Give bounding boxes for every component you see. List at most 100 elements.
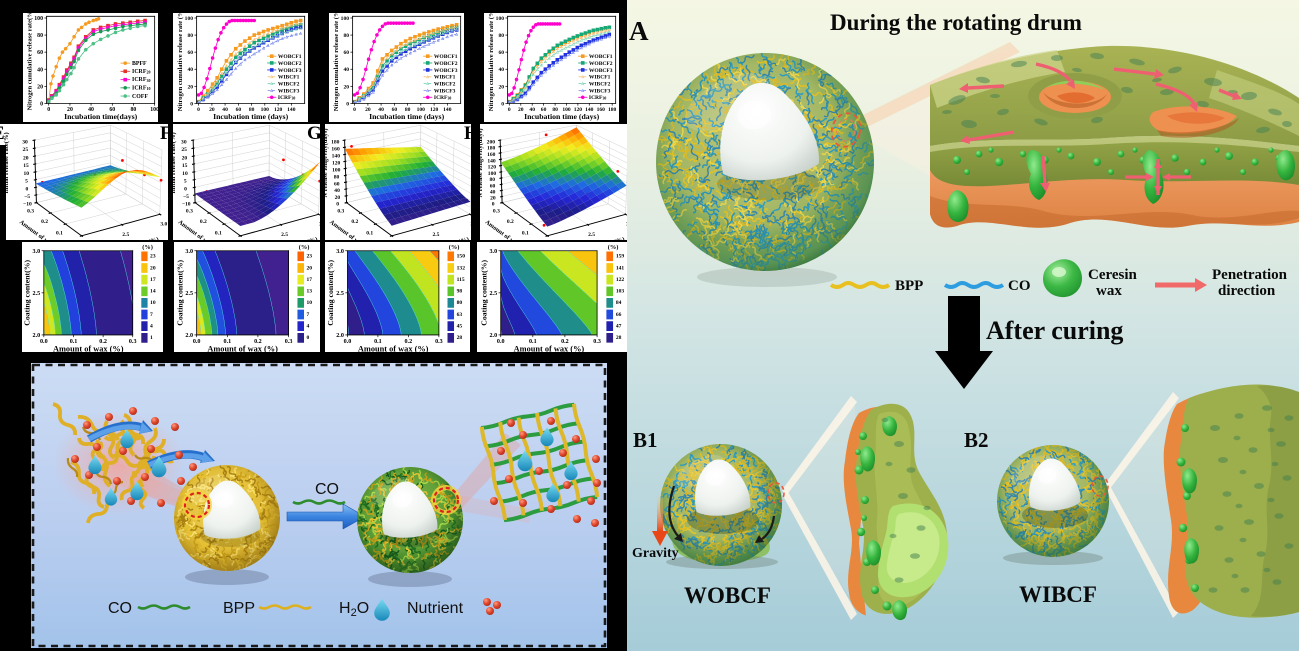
svg-text:0: 0 [353, 107, 356, 113]
svg-text:20: 20 [307, 265, 313, 271]
svg-text:wax: wax [1096, 283, 1122, 299]
svg-text:140: 140 [443, 107, 452, 113]
svg-text:60: 60 [109, 107, 115, 113]
svg-text:0.0: 0.0 [193, 339, 201, 345]
svg-text:−5: −5 [24, 194, 30, 200]
svg-text:ICRF10: ICRF10 [132, 86, 151, 92]
svg-text:40: 40 [334, 188, 340, 194]
svg-text:28: 28 [616, 335, 622, 341]
svg-text:BPP: BPP [895, 278, 923, 294]
svg-text:20: 20 [365, 107, 371, 113]
svg-text:100: 100 [332, 168, 341, 174]
svg-text:2.5: 2.5 [281, 232, 288, 238]
svg-text:122: 122 [616, 277, 625, 283]
svg-text:2.5: 2.5 [336, 291, 344, 297]
svg-text:0.1: 0.1 [366, 230, 373, 236]
svg-text:H2O: H2O [339, 600, 369, 619]
svg-text:10: 10 [150, 300, 156, 306]
svg-text:20: 20 [209, 107, 215, 113]
svg-text:COFF: COFF [132, 94, 148, 100]
svg-text:120: 120 [332, 160, 341, 166]
svg-text:WIBCF: WIBCF [1019, 582, 1097, 607]
svg-text:Ceresin: Ceresin [1088, 267, 1138, 283]
svg-text:0: 0 [501, 101, 504, 107]
svg-text:WOBCF: WOBCF [684, 583, 771, 608]
svg-text:10: 10 [307, 300, 313, 306]
svg-text:3.0: 3.0 [336, 249, 344, 255]
svg-text:120: 120 [274, 107, 283, 113]
svg-text:WIBCF3: WIBCF3 [589, 88, 611, 94]
svg-text:140: 140 [332, 153, 341, 159]
svg-text:98: 98 [457, 289, 463, 295]
svg-text:60: 60 [343, 50, 349, 56]
svg-text:0.3: 0.3 [337, 208, 344, 214]
svg-text:20: 20 [182, 155, 188, 161]
svg-text:20: 20 [23, 155, 29, 161]
svg-text:Nitrogen cumulative release ra: Nitrogen cumulative release rate (%) [177, 13, 184, 111]
svg-text:2.0: 2.0 [33, 333, 41, 339]
svg-text:0.0: 0.0 [40, 339, 48, 345]
svg-text:Nitrogen cumulative release ra: Nitrogen cumulative release rate (%) [333, 13, 340, 111]
svg-text:Gravity: Gravity [632, 546, 679, 561]
svg-text:0: 0 [346, 101, 349, 107]
svg-text:WOBCF3: WOBCF3 [278, 68, 302, 74]
svg-text:80: 80 [187, 33, 193, 39]
svg-text:100: 100 [417, 107, 426, 113]
svg-text:80: 80 [405, 107, 411, 113]
svg-text:2.5: 2.5 [490, 291, 498, 297]
svg-text:115: 115 [457, 277, 465, 283]
svg-text:60: 60 [392, 107, 398, 113]
svg-text:100: 100 [150, 107, 158, 113]
svg-text:100: 100 [261, 107, 270, 113]
svg-text:20: 20 [67, 107, 73, 113]
svg-text:Amount of wax (%): Amount of wax (%) [514, 344, 585, 352]
svg-text:0.1: 0.1 [529, 339, 537, 345]
svg-text:0: 0 [40, 101, 43, 107]
svg-text:60: 60 [490, 183, 496, 189]
svg-text:0.2: 0.2 [507, 219, 514, 225]
svg-text:0.3: 0.3 [186, 208, 193, 214]
svg-text:0: 0 [508, 107, 511, 113]
svg-text:40: 40 [88, 107, 94, 113]
svg-text:60: 60 [187, 50, 193, 56]
svg-text:25: 25 [181, 147, 187, 153]
svg-text:100: 100 [488, 171, 497, 177]
svg-text:0.2: 0.2 [41, 219, 48, 225]
svg-text:Coating content(%): Coating content(%) [23, 260, 32, 326]
svg-text:3.0: 3.0 [160, 221, 167, 227]
svg-text:(%): (%) [142, 244, 153, 251]
svg-text:160: 160 [487, 152, 496, 158]
svg-text:14: 14 [150, 289, 156, 295]
svg-text:20: 20 [150, 265, 156, 271]
svg-text:Coating content(%): Coating content(%) [326, 260, 335, 326]
svg-text:160: 160 [597, 107, 606, 113]
svg-text:0.3: 0.3 [435, 339, 443, 345]
svg-text:45: 45 [457, 324, 463, 330]
svg-text:80: 80 [457, 300, 463, 306]
svg-text:10: 10 [24, 171, 30, 177]
svg-text:0.3: 0.3 [285, 339, 293, 345]
svg-text:0.3: 0.3 [27, 208, 34, 214]
svg-text:BPP: BPP [223, 600, 255, 617]
svg-text:During the rotating drum: During the rotating drum [830, 10, 1082, 35]
svg-text:0.2: 0.2 [351, 219, 358, 225]
svg-text:0.0: 0.0 [344, 339, 352, 345]
svg-text:23: 23 [150, 254, 156, 260]
svg-text:WOBCF3: WOBCF3 [589, 68, 613, 74]
svg-text:40: 40 [343, 67, 349, 73]
svg-text:180: 180 [608, 107, 617, 113]
svg-text:100: 100 [341, 16, 350, 22]
svg-text:47: 47 [616, 324, 622, 330]
svg-text:ICRF30: ICRF30 [589, 95, 607, 101]
svg-text:−10: −10 [23, 202, 32, 208]
svg-text:20: 20 [490, 196, 496, 202]
svg-text:10: 10 [182, 171, 188, 177]
svg-text:−5: −5 [183, 194, 189, 200]
svg-text:0.1: 0.1 [224, 339, 232, 345]
svg-text:2.5: 2.5 [122, 232, 129, 238]
svg-text:40: 40 [37, 67, 43, 73]
svg-text:80: 80 [37, 33, 43, 39]
svg-text:7: 7 [150, 312, 153, 318]
svg-text:84: 84 [616, 300, 622, 306]
svg-text:80: 80 [130, 107, 136, 113]
